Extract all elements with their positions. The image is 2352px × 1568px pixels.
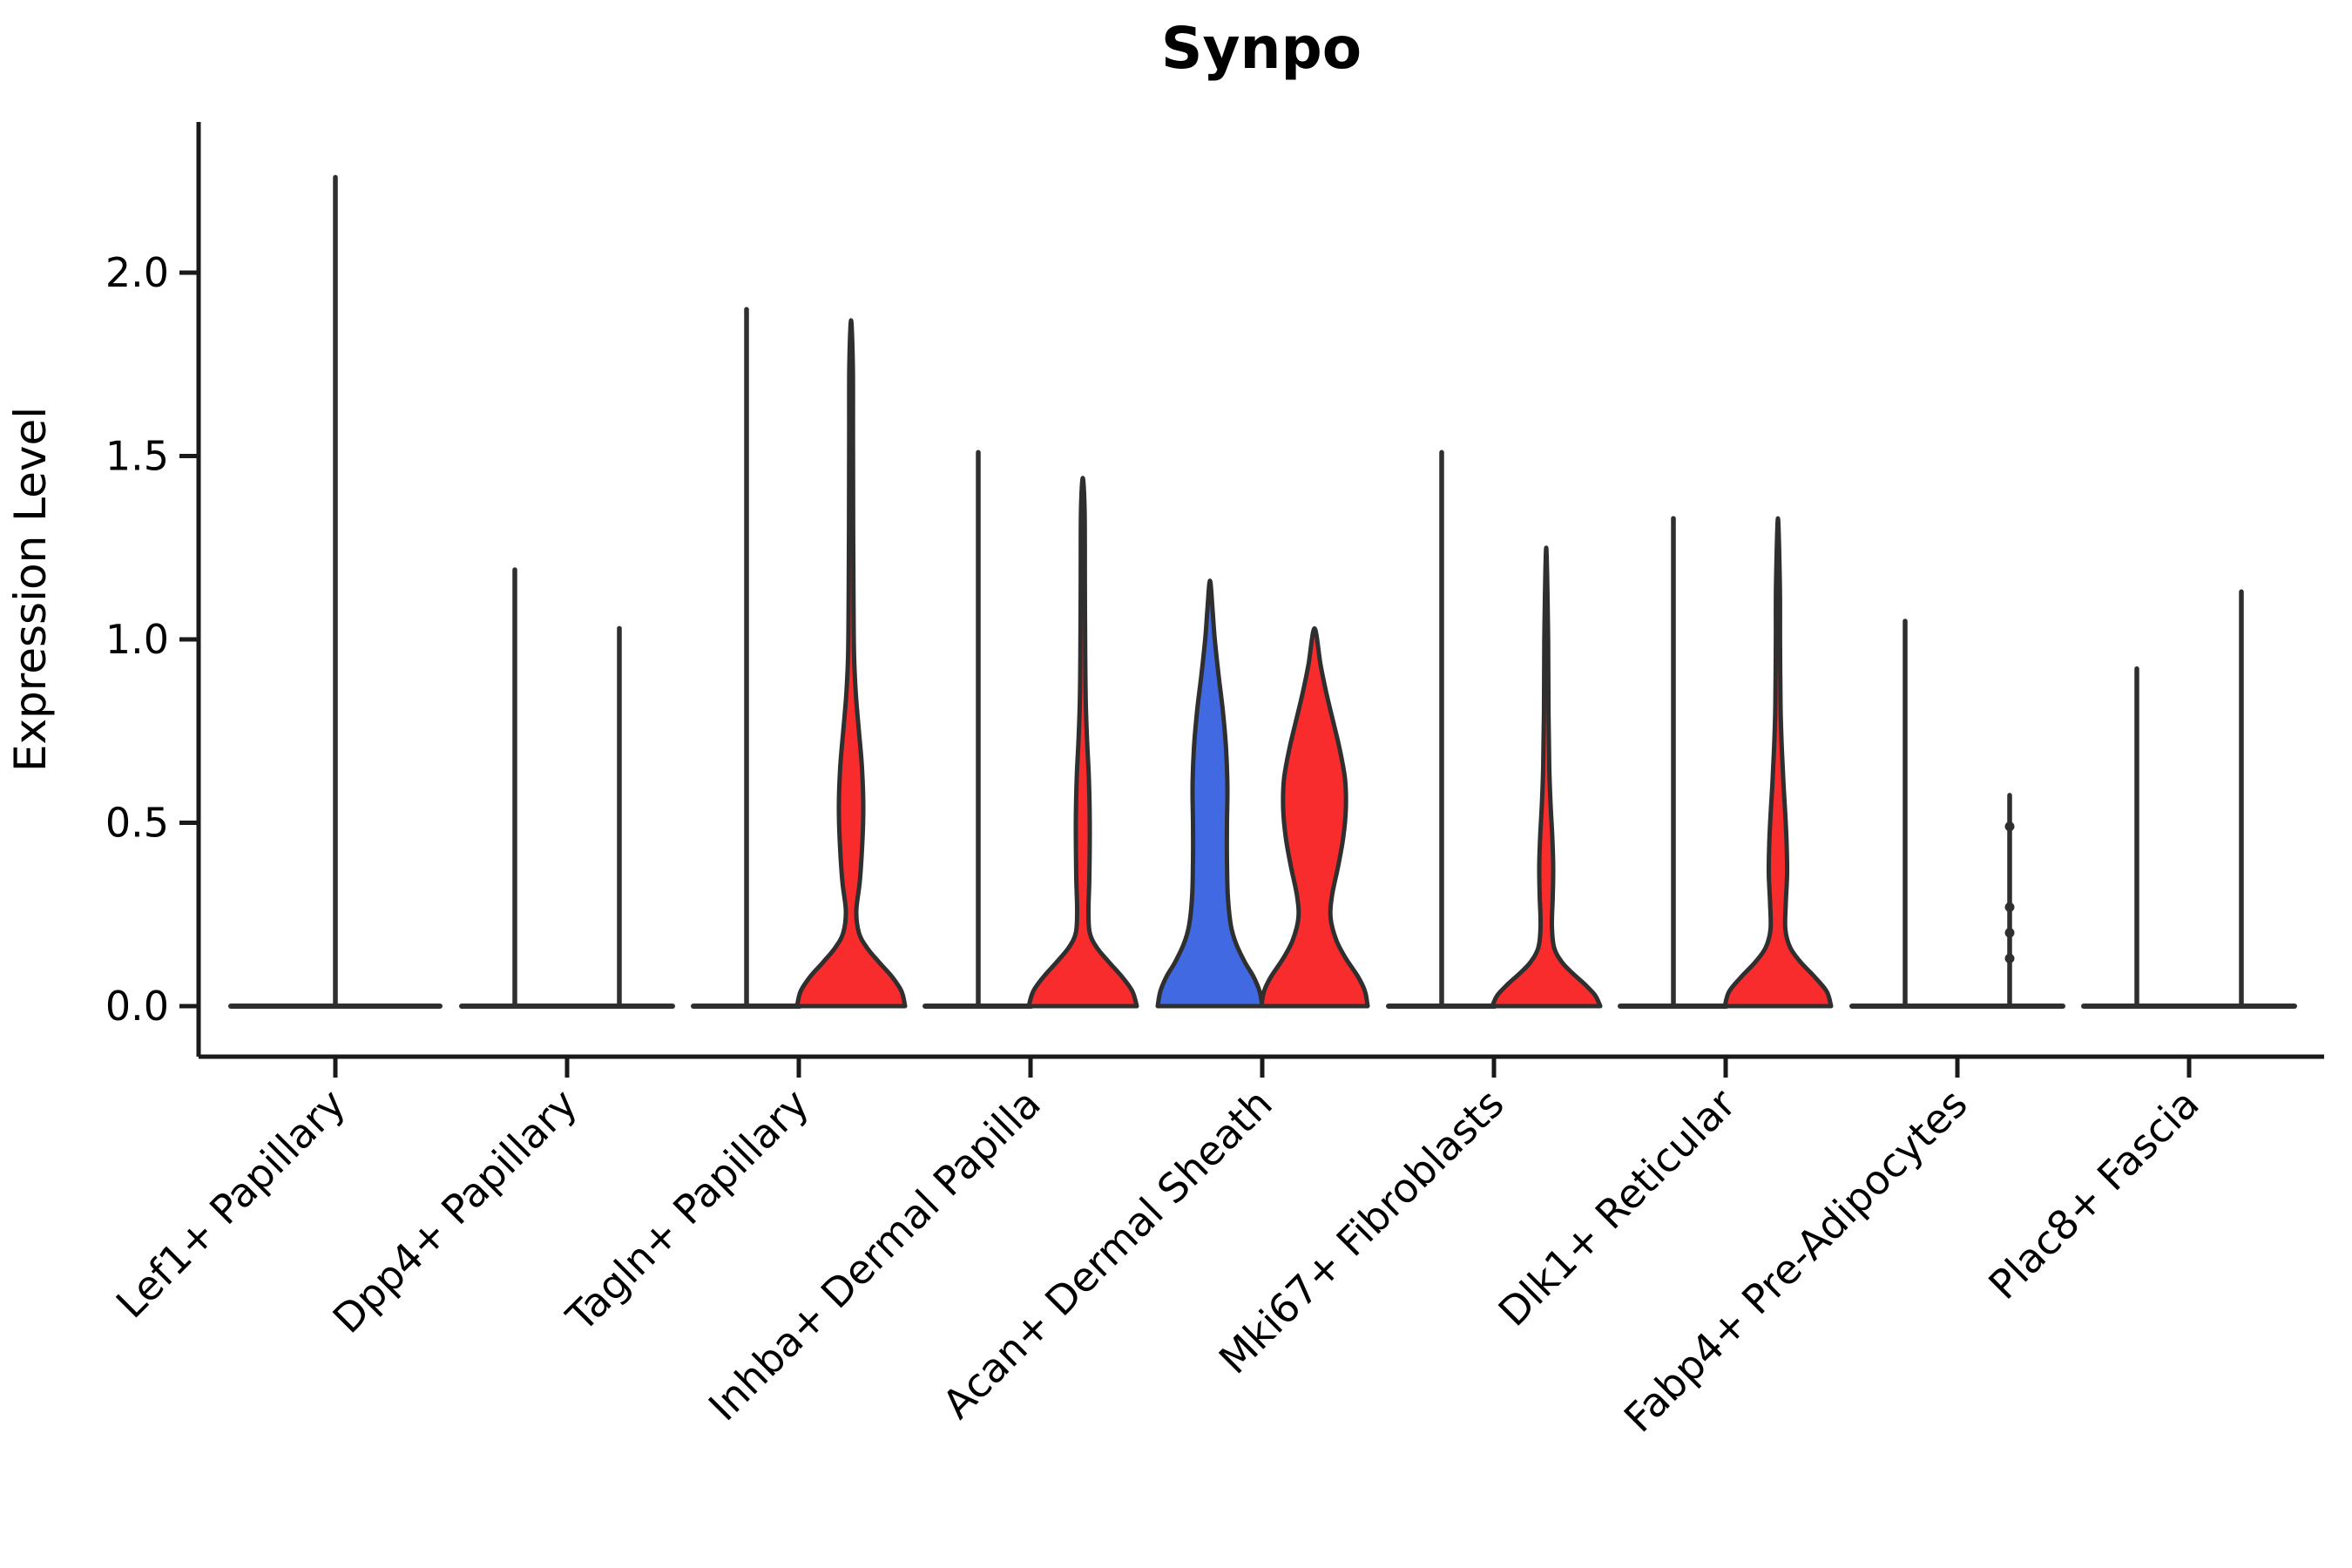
y-tick-label: 0.5 (105, 800, 169, 847)
violin-inhba-dermal-papilla-right (1026, 476, 1139, 1009)
violin-dlk1-reticular-right-body (1722, 516, 1834, 1009)
violin-fabp4-pre-adipocytes-right-dot (2004, 821, 2015, 832)
violin-fabp4-pre-adipocytes-left (1849, 618, 1961, 1009)
x-tick-label-plac8-fascia: Plac8+ Fascia (1979, 1080, 2207, 1308)
violin-dpp4-papillary-left (459, 567, 571, 1009)
violin-plac8-fascia-left (2081, 666, 2193, 1009)
y-tick-label: 1.5 (105, 433, 169, 480)
x-tick-label-dpp4-papillary: Dpp4+ Papillary (324, 1080, 586, 1342)
chart-title: Synpo (1161, 15, 1362, 82)
violin-tagln-papillary-right-body (794, 318, 908, 1009)
x-tick-label-tagln-papillary: Tagln+ Papillary (557, 1080, 818, 1342)
violin-dlk1-reticular-right (1722, 516, 1834, 1009)
violin-inhba-dermal-papilla-right-body (1026, 476, 1139, 1009)
violin-lef1-papillary-center (228, 174, 443, 1009)
violin-acan-dermal-sheath-right-body (1259, 625, 1370, 1009)
violin-acan-dermal-sheath-left-body (1155, 578, 1265, 1009)
y-axis-label: Expression Level (5, 407, 56, 772)
y-tick-label: 0.0 (105, 983, 169, 1030)
x-tick-label-lef1-papillary: Lef1+ Papillary (107, 1080, 355, 1328)
violin-mki67-fibroblasts-left (1386, 449, 1497, 1009)
violin-mki67-fibroblasts-right (1490, 545, 1603, 1009)
violin-tagln-papillary-right (794, 318, 908, 1009)
violin-dpp4-papillary-right (564, 625, 675, 1009)
violin-mki67-fibroblasts-right-body (1490, 545, 1603, 1009)
violin-acan-dermal-sheath-left (1155, 578, 1265, 1009)
violin-fabp4-pre-adipocytes-right-dot (2004, 902, 2015, 912)
violin-acan-dermal-sheath-right (1259, 625, 1370, 1009)
violin-fabp4-pre-adipocytes-right-dot (2004, 953, 2015, 963)
violin-dlk1-reticular-left (1618, 516, 1729, 1009)
x-tick-label-dlk1-reticular: Dlk1+ Reticular (1490, 1080, 1745, 1335)
y-tick-label: 1.0 (105, 616, 169, 663)
violin-tagln-papillary-left (691, 307, 802, 1009)
violin-plac8-fascia-right (2186, 589, 2297, 1009)
violin-fabp4-pre-adipocytes-right (1954, 793, 2065, 1009)
y-tick-label: 2.0 (105, 249, 169, 296)
violin-inhba-dermal-papilla-left (923, 449, 1034, 1009)
violin-fabp4-pre-adipocytes-right-dot (2004, 928, 2015, 938)
